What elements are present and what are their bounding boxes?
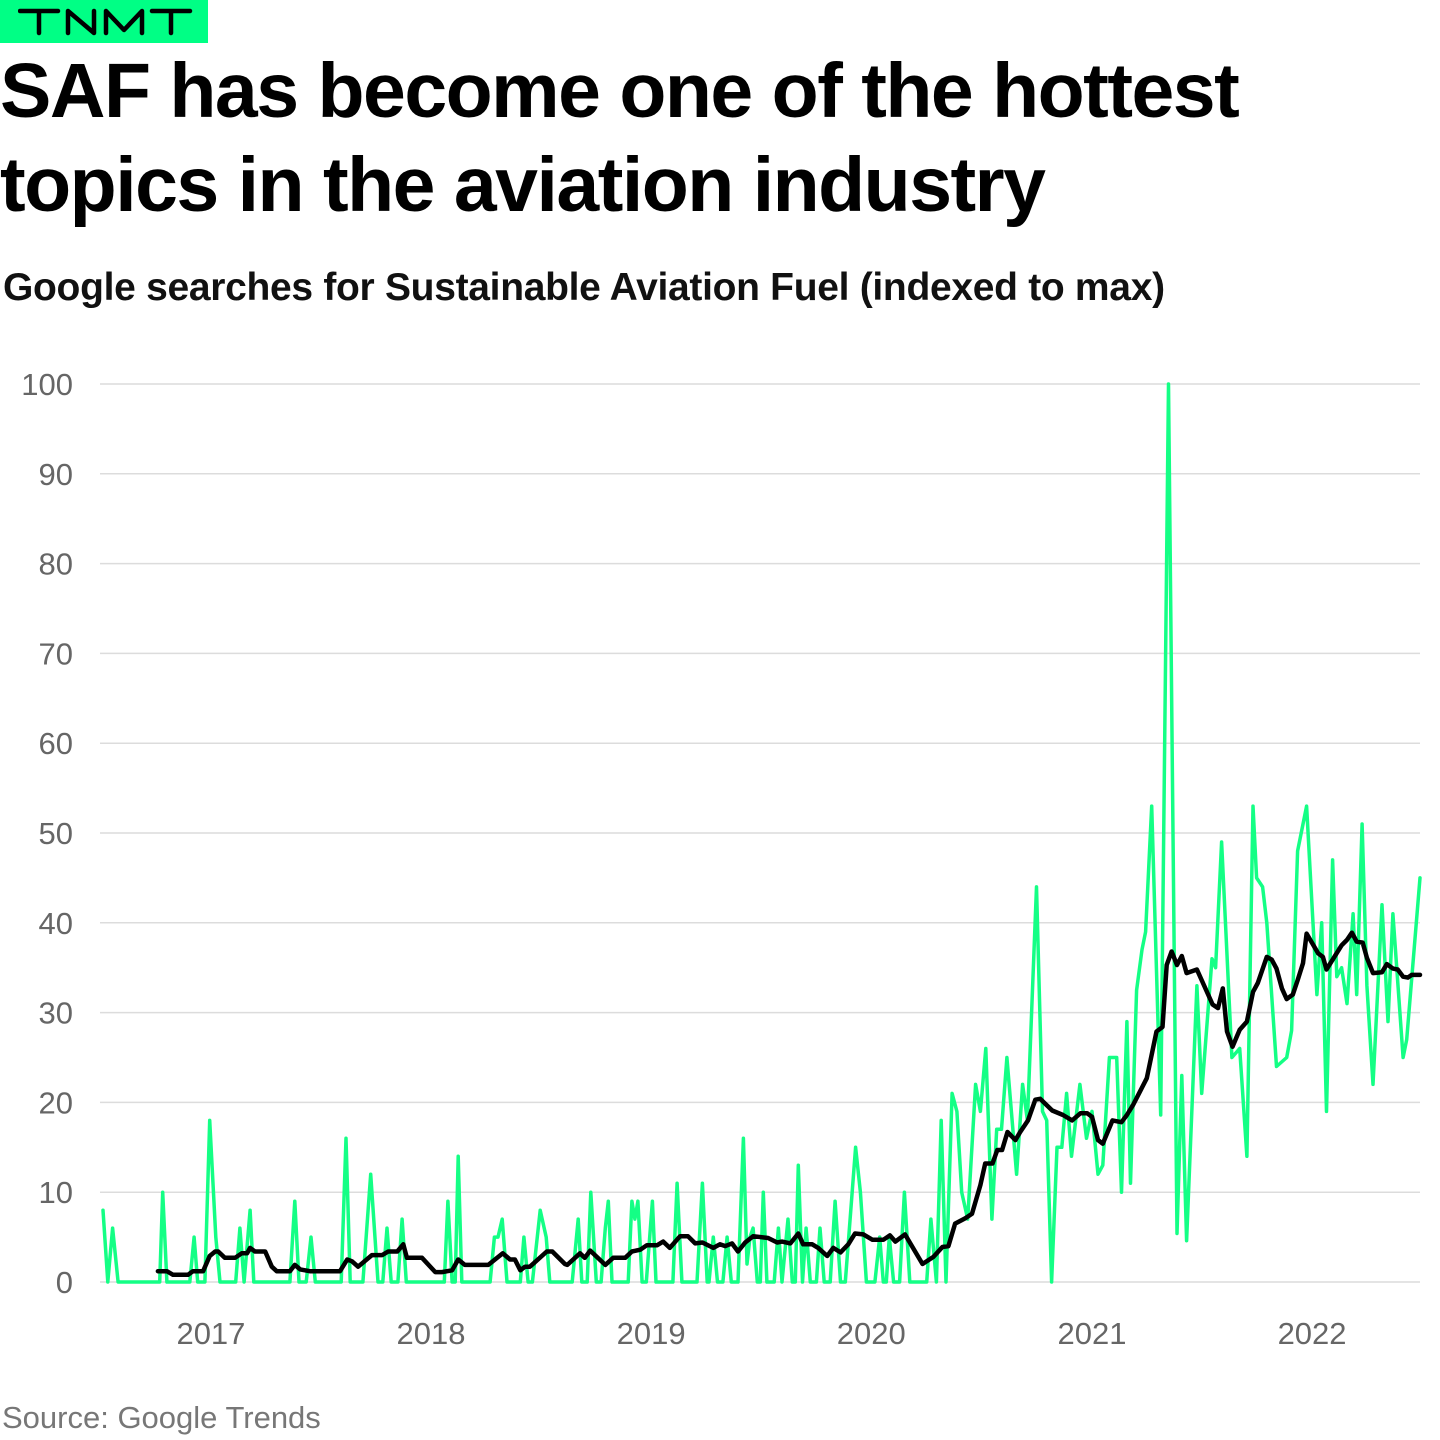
y-tick-label: 40 (39, 906, 73, 941)
y-tick-label: 0 (56, 1265, 73, 1300)
x-tick-label: 2017 (176, 1316, 245, 1351)
y-tick-label: 100 (21, 367, 73, 402)
x-tick-label: 2021 (1057, 1316, 1126, 1351)
y-tick-label: 60 (39, 726, 73, 761)
x-axis-ticks: 2017 2018 2019 2020 2021 2022 (176, 1316, 1346, 1351)
brand-logo (0, 0, 208, 43)
y-tick-label: 10 (39, 1175, 73, 1210)
x-tick-label: 2022 (1278, 1316, 1347, 1351)
y-tick-label: 90 (39, 457, 73, 492)
title-line: topics in the aviation industry (0, 142, 1046, 228)
x-tick-label: 2019 (617, 1316, 686, 1351)
title-line: SAF has become one of the hottest (0, 48, 1240, 134)
tnmt-logo-icon (18, 8, 193, 36)
gridlines (100, 383, 1420, 1283)
y-axis-ticks: 0 10 20 30 40 50 60 70 80 90 100 (21, 367, 73, 1300)
source-note: Source: Google Trends (2, 1400, 321, 1435)
series-line-moving-average (155, 930, 1423, 1278)
x-tick-label: 2018 (397, 1316, 466, 1351)
chart-subtitle: Google searches for Sustainable Aviation… (3, 266, 1165, 309)
y-tick-label: 70 (39, 636, 73, 671)
y-tick-label: 80 (39, 547, 73, 582)
y-tick-label: 50 (39, 816, 73, 851)
x-tick-label: 2020 (837, 1316, 906, 1351)
y-tick-label: 20 (39, 1085, 73, 1120)
series-line-weekly (101, 382, 1422, 1284)
series-lines (101, 382, 1423, 1284)
y-tick-label: 30 (39, 996, 73, 1031)
chart-title: SAF has become one of the hottest topics… (0, 44, 1440, 232)
